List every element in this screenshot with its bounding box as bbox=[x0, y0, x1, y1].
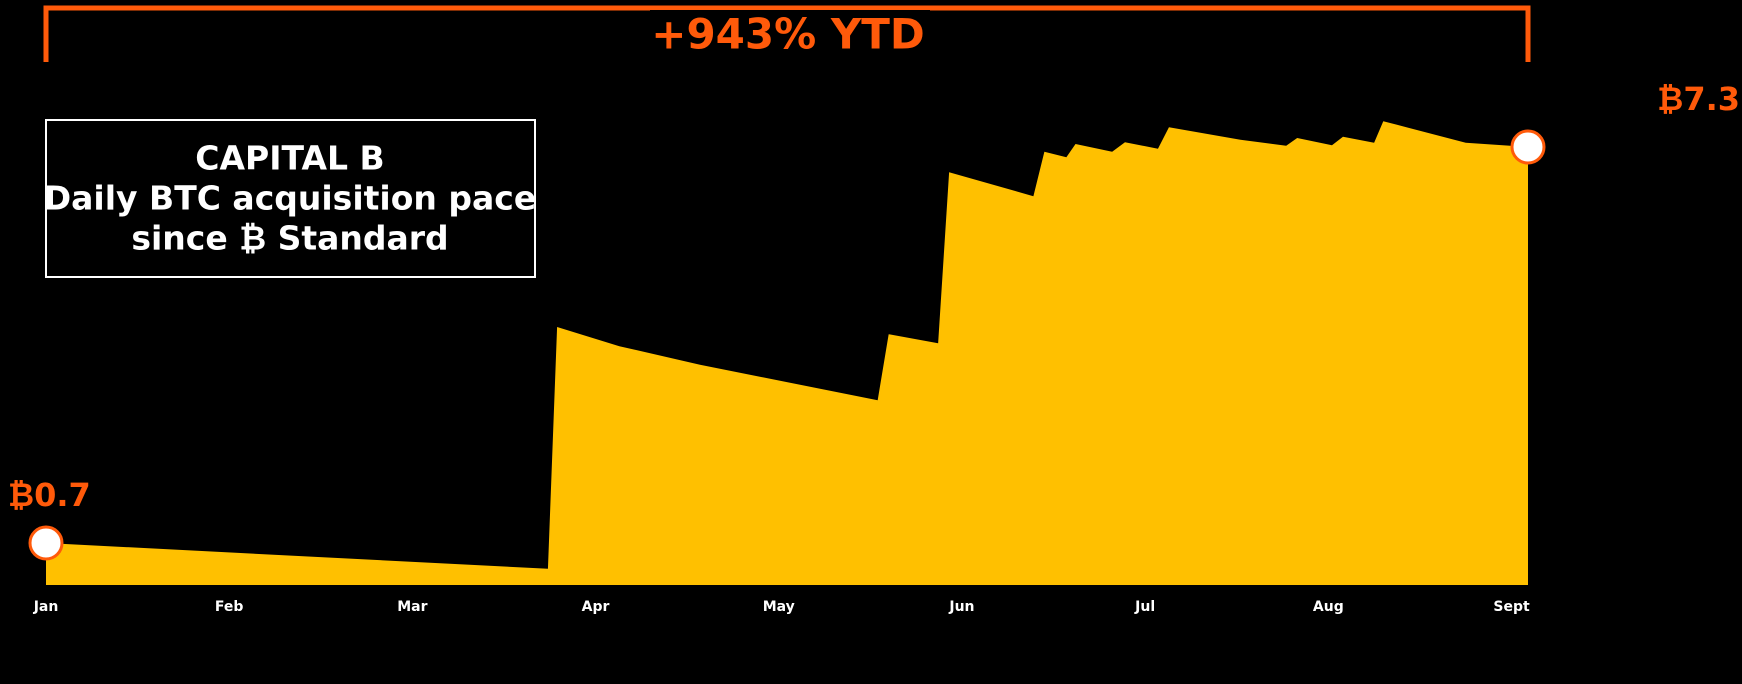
subtitle: since ₿ Standard bbox=[131, 219, 448, 258]
data-label: ₿0.7 bbox=[8, 476, 91, 514]
x-tick-label: Feb bbox=[215, 599, 244, 615]
subtitle: CAPITAL B bbox=[195, 139, 384, 178]
x-tick-label: Jun bbox=[948, 599, 974, 615]
x-tick-label: Mar bbox=[397, 599, 427, 615]
subtitle: Daily BTC acquisition pace bbox=[44, 179, 536, 218]
area bbox=[46, 121, 1528, 585]
x-tick-label: Apr bbox=[582, 599, 610, 615]
x-tick-label: Jan bbox=[33, 599, 59, 615]
chart-title: +943% YTD bbox=[651, 10, 925, 59]
title-backdrop bbox=[650, 10, 930, 62]
x-tick-label: May bbox=[763, 599, 795, 615]
x-tick-label: Jul bbox=[1134, 599, 1155, 615]
subtitle-box bbox=[45, 119, 536, 278]
point-marker bbox=[28, 525, 64, 561]
point-marker bbox=[1510, 129, 1546, 165]
x-tick-label: Sept bbox=[1493, 599, 1530, 615]
title-bracket bbox=[43, 5, 1531, 62]
data-label: ₿7.3 bbox=[1657, 80, 1740, 118]
x-tick-label: Aug bbox=[1313, 599, 1344, 615]
